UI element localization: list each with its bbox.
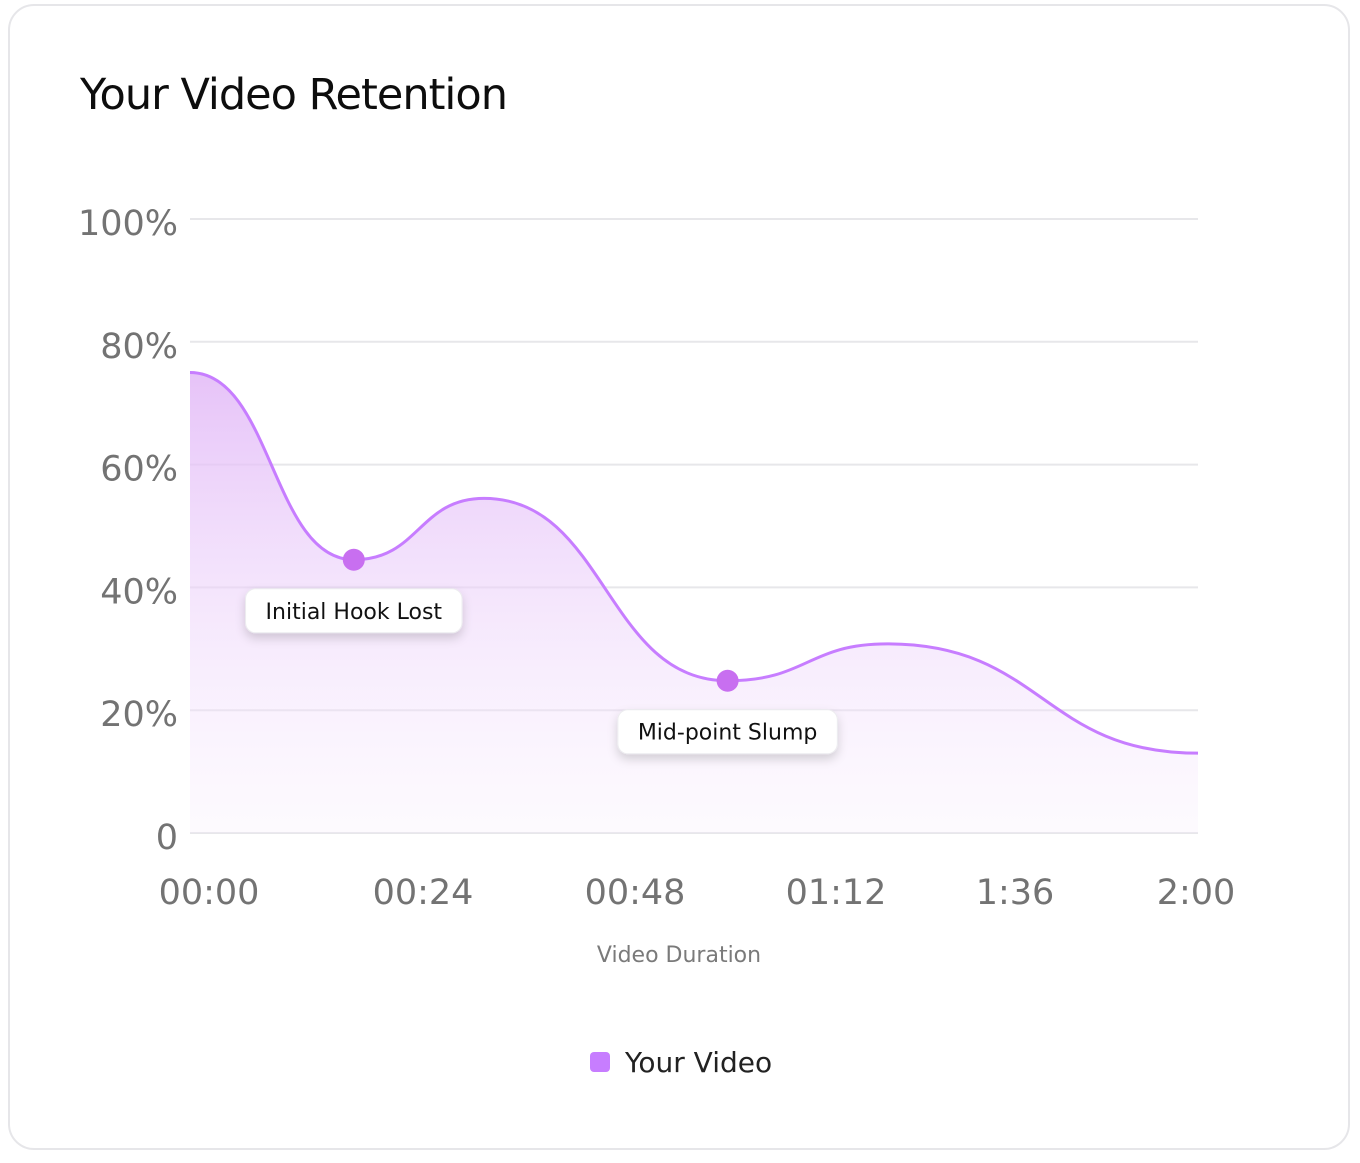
legend-label-your-video: Your Video xyxy=(625,1045,773,1079)
y-tick-label: 0 xyxy=(156,818,178,858)
series-area-fill xyxy=(190,372,1198,833)
annotation-callout: Initial Hook Lost xyxy=(245,588,463,634)
annotation-label: Initial Hook Lost xyxy=(266,600,443,625)
legend-swatch-your-video xyxy=(590,1052,610,1072)
y-tick-label: 100% xyxy=(78,204,178,244)
annotation-point xyxy=(716,669,739,692)
annotations: Initial Hook Lost Mid-point Slump xyxy=(245,548,838,755)
annotation-label: Mid-point Slump xyxy=(638,721,818,746)
y-axis-ticks: 100% 80% 60% 40% 20% 0 xyxy=(78,204,178,858)
legend: Your Video xyxy=(590,1042,772,1082)
annotation-box xyxy=(245,588,463,634)
annotation-callout: Mid-point Slump xyxy=(617,709,838,755)
y-tick-label: 20% xyxy=(100,695,178,735)
x-tick-label: 01:12 xyxy=(786,873,887,913)
y-tick-label: 40% xyxy=(100,572,178,612)
series-your-video xyxy=(189,371,1199,833)
annotation-box xyxy=(617,709,838,755)
x-tick-label: 00:00 xyxy=(159,873,260,913)
series-line xyxy=(189,371,1199,755)
chart-title: Your Video Retention xyxy=(80,70,508,120)
y-tick-label: 80% xyxy=(100,327,178,367)
annotation-point xyxy=(342,548,365,571)
x-tick-label: 2:00 xyxy=(1157,873,1236,913)
x-tick-label: 00:24 xyxy=(373,873,474,913)
x-tick-label: 00:48 xyxy=(585,873,686,913)
x-tick-label: 1:36 xyxy=(976,873,1055,913)
x-axis-ticks: 00:00 00:24 00:48 01:12 1:36 2:00 xyxy=(159,873,1236,913)
y-tick-label: 60% xyxy=(100,450,178,490)
x-axis-title: Video Duration xyxy=(597,943,761,968)
